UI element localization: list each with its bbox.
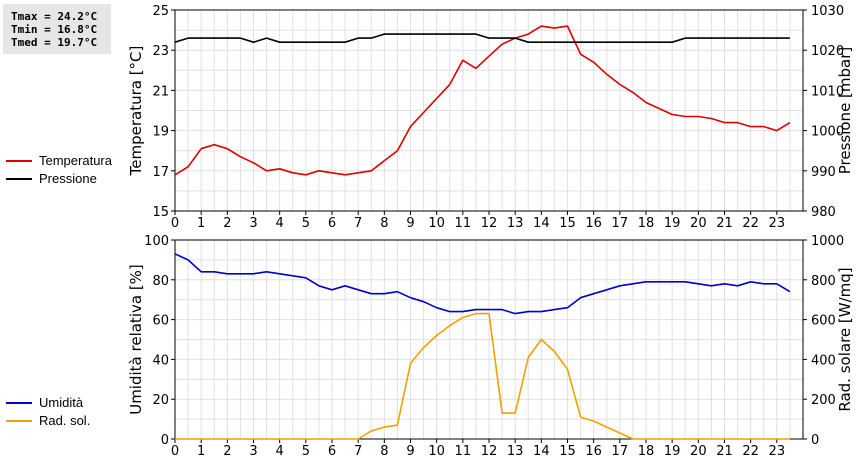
series-line-umidit: [174, 253, 791, 315]
y-right-tick-label: 400: [811, 353, 836, 368]
stat-tmed: Tmed = 19.7°C: [11, 36, 98, 49]
x-tick-label: 7: [354, 216, 362, 231]
x-tick-label: 16: [585, 216, 602, 231]
y-left-tick-label: 25: [152, 4, 169, 19]
legend-swatch-pressione: [6, 178, 32, 180]
stat-tmin: Tmin = 16.8°C: [11, 23, 98, 36]
x-tick-label: 15: [559, 216, 576, 231]
x-tick-label: 4: [276, 216, 284, 231]
x-tick-label: 13: [507, 444, 524, 459]
legend-swatch-radsol: [6, 420, 32, 422]
y-right-tick-label: 0: [811, 433, 819, 448]
legend-label-temperatura: Temperatura: [39, 153, 112, 168]
x-tick-label: 16: [585, 444, 602, 459]
y-left-tick-label: 0: [161, 433, 169, 448]
x-tick-label: 14: [533, 216, 550, 231]
y-left-tick-label: 15: [152, 205, 169, 220]
x-tick-label: 20: [690, 444, 707, 459]
chart-panel-2: 0 1 2 3 4 5 6 7 8 9 10 11 12 13 14 15 16 17 18 19 20 21 22 2302…: [127, 234, 854, 459]
x-tick-label: 23: [769, 444, 786, 459]
y-left-tick-label: 100: [144, 234, 169, 249]
y-right-tick-label: 1000: [811, 234, 844, 249]
y-left-axis-title: Temperatura [°C]: [127, 46, 145, 177]
y-left-tick-label: 80: [152, 274, 169, 289]
x-tick-label: 10: [428, 444, 445, 459]
y-right-tick-label: 600: [811, 314, 836, 329]
y-right-tick-label: 1020: [811, 44, 844, 59]
y-left-axis-title: Umidità relativa [%]: [127, 264, 145, 415]
x-tick-label: 20: [690, 216, 707, 231]
x-tick-label: 19: [664, 444, 681, 459]
x-tick-label: 12: [481, 216, 498, 231]
x-tick-label: 22: [742, 444, 759, 459]
x-tick-label: 23: [769, 216, 786, 231]
x-tick-label: 18: [638, 216, 655, 231]
x-tick-label: 21: [716, 444, 733, 459]
x-tick-label: 10: [428, 216, 445, 231]
x-tick-label: 17: [612, 216, 629, 231]
y-right-tick-label: 200: [811, 393, 836, 408]
y-left-tick-label: 20: [152, 393, 169, 408]
series-line-pressione: [174, 33, 790, 44]
x-tick-label: 14: [533, 444, 550, 459]
x-tick-label: 6: [328, 444, 336, 459]
x-tick-label: 21: [716, 216, 733, 231]
x-tick-label: 0: [171, 444, 179, 459]
y-right-tick-label: 1010: [811, 84, 844, 99]
legend-swatch-temperatura: [6, 160, 32, 162]
x-tick-label: 0: [171, 216, 179, 231]
x-tick-label: 5: [302, 216, 310, 231]
y-right-tick-label: 990: [811, 165, 836, 180]
x-tick-label: 8: [380, 444, 388, 459]
x-tick-label: 7: [354, 444, 362, 459]
y-right-axis-title: Pressione [mbar]: [836, 47, 854, 175]
x-tick-label: 2: [223, 444, 231, 459]
x-tick-label: 9: [406, 444, 414, 459]
y-right-tick-label: 980: [811, 205, 836, 220]
y-left-tick-label: 17: [152, 165, 169, 180]
legend-swatch-umidita: [6, 402, 32, 404]
x-tick-label: 8: [380, 216, 388, 231]
y-right-tick-label: 1000: [811, 125, 844, 140]
stats-box: Tmax = 24.2°C Tmin = 16.8°C Tmed = 19.7°…: [3, 4, 111, 54]
y-right-axis-title: Rad. solare [W/mq]: [836, 267, 854, 411]
x-tick-label: 1: [197, 444, 205, 459]
x-tick-label: 19: [664, 216, 681, 231]
y-left-tick-label: 21: [152, 84, 169, 99]
y-left-tick-label: 60: [152, 314, 169, 329]
x-tick-label: 3: [249, 444, 257, 459]
x-tick-label: 9: [406, 216, 414, 231]
y-left-tick-label: 19: [152, 125, 169, 140]
series-line-rad-sol: [175, 312, 790, 440]
legend-label-umidita: Umidità: [39, 395, 84, 410]
x-tick-label: 18: [638, 444, 655, 459]
x-tick-label: 3: [249, 216, 257, 231]
x-tick-label: 6: [328, 216, 336, 231]
stat-tmax: Tmax = 24.2°C: [11, 10, 98, 23]
y-left-tick-label: 40: [152, 353, 169, 368]
y-left-tick-label: 23: [152, 44, 169, 59]
x-tick-label: 11: [455, 444, 472, 459]
x-tick-label: 12: [481, 444, 498, 459]
x-tick-label: 17: [612, 444, 629, 459]
x-tick-label: 1: [197, 216, 205, 231]
y-right-tick-label: 800: [811, 274, 836, 289]
x-tick-label: 4: [276, 444, 284, 459]
legend-label-radsol: Rad. sol.: [39, 413, 91, 428]
x-tick-label: 11: [455, 216, 472, 231]
x-tick-label: 2: [223, 216, 231, 231]
series-line-temperatura: [174, 25, 791, 176]
x-tick-label: 22: [742, 216, 759, 231]
chart-panel-1: 0 1 2 3 4 5 6 7 8 9 10 11 12 13 14 15 16 17 18 19 20 21 22 2315…: [127, 4, 854, 231]
legend-label-pressione: Pressione: [39, 171, 97, 186]
x-tick-label: 13: [507, 216, 524, 231]
x-tick-label: 5: [302, 444, 310, 459]
y-right-tick-label: 1030: [811, 4, 844, 19]
x-tick-label: 15: [559, 444, 576, 459]
